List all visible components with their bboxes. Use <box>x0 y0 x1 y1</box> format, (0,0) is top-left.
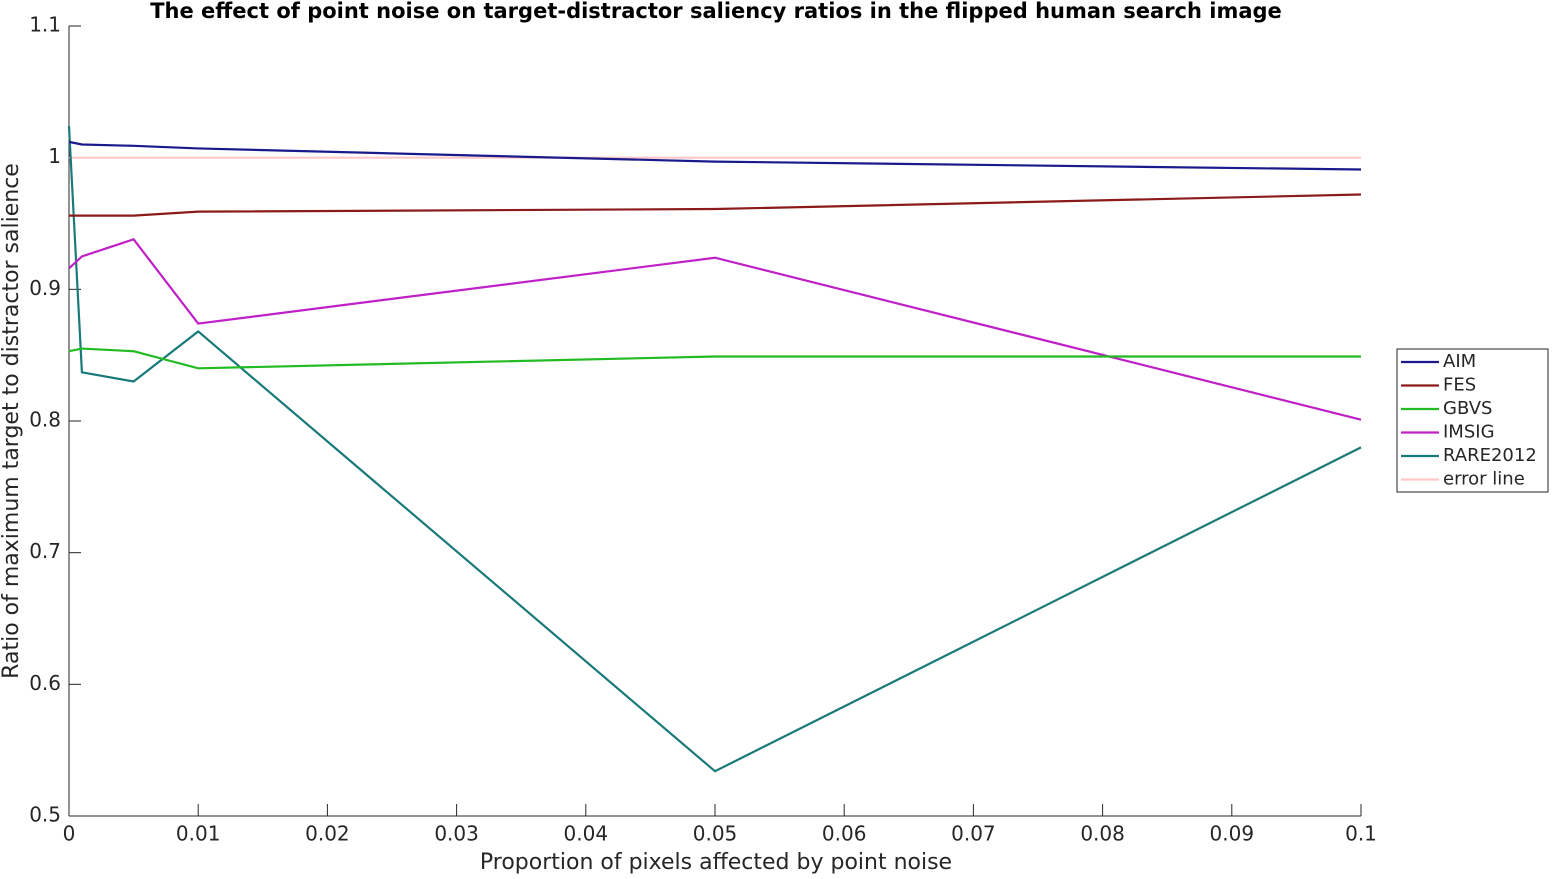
legend-label: GBVS <box>1443 398 1492 419</box>
line-series <box>67 126 1362 773</box>
x-tick-label: 0.08 <box>1080 822 1125 846</box>
x-tick-label: 0.06 <box>822 822 867 846</box>
legend-label: error line <box>1443 469 1525 490</box>
y-tick-label: 1 <box>48 144 61 168</box>
x-tick-label: 0.1 <box>1345 822 1377 846</box>
legend-label: AIM <box>1443 351 1476 372</box>
x-tick-label: 0.02 <box>305 822 350 846</box>
legend-label: IMSIG <box>1443 422 1495 443</box>
legend-label: RARE2012 <box>1443 445 1537 466</box>
line-series <box>69 193 1362 217</box>
y-tick-label: 0.8 <box>29 408 61 432</box>
x-tick-label: 0.07 <box>951 822 996 846</box>
line-series <box>68 238 1362 421</box>
x-tick-label: 0.04 <box>564 822 609 846</box>
y-tick-label: 0.9 <box>29 276 61 300</box>
x-tick-label: 0.01 <box>176 822 221 846</box>
x-axis-label: Proportion of pixels affected by point n… <box>480 850 952 875</box>
legend-box <box>1396 348 1549 493</box>
chart-title: The effect of point noise on target-dist… <box>150 0 1282 23</box>
x-tick-label: 0.09 <box>1210 822 1255 846</box>
y-tick-label: 0.6 <box>29 671 61 695</box>
y-tick-label: 0.7 <box>29 539 61 563</box>
y-tick-label: 0.5 <box>29 803 61 827</box>
line-series <box>68 140 1362 171</box>
x-tick-label: 0 <box>63 822 76 846</box>
legend-label: FES <box>1443 375 1476 396</box>
x-tick-label: 0.05 <box>693 822 738 846</box>
line-series <box>68 347 1361 370</box>
y-axis-label: Ratio of maximum target to distractor sa… <box>0 163 24 679</box>
y-tick-label: 1.1 <box>29 13 61 37</box>
x-tick-label: 0.03 <box>434 822 479 846</box>
